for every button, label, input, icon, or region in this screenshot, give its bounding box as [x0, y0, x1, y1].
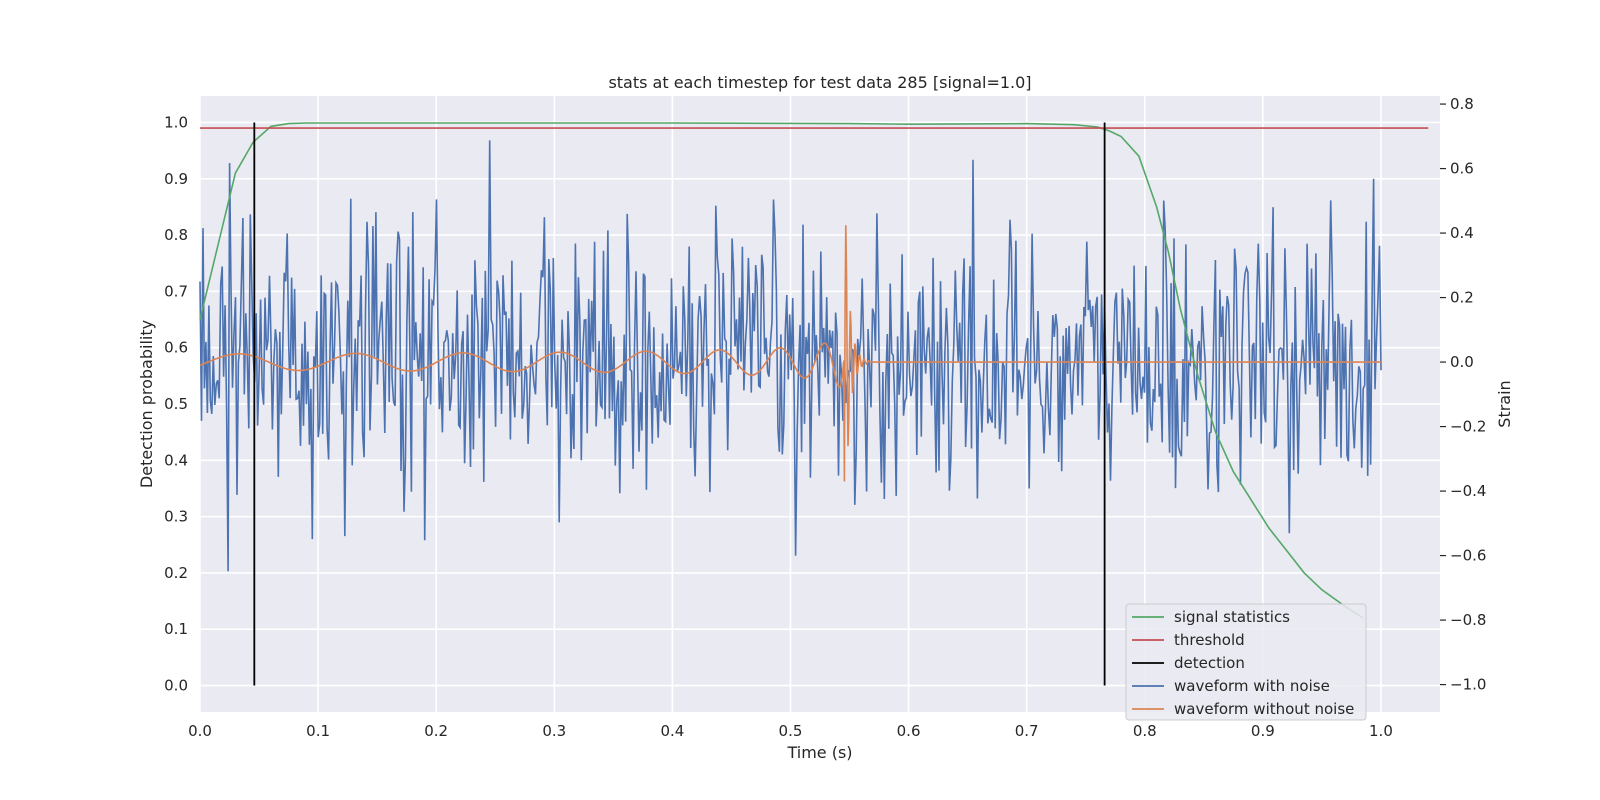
x-tick-label-3: 0.3 — [542, 722, 566, 740]
chart-title: stats at each timestep for test data 285… — [608, 73, 1031, 92]
legend-label-clean: waveform without noise — [1174, 700, 1354, 718]
y-axis-label: Detection probability — [137, 320, 156, 488]
y-tick-label-4: 0.4 — [164, 451, 188, 469]
series-waveform-with-noise — [199, 140, 1382, 572]
x-tick-label-10: 1.0 — [1369, 722, 1393, 740]
series-layer — [199, 122, 1429, 686]
x-tick-label-7: 0.7 — [1015, 722, 1039, 740]
y2-tick-label-8: 0.6 — [1450, 160, 1474, 178]
y2-tick-label-2: −0.6 — [1450, 547, 1486, 565]
y-tick-label-5: 0.5 — [164, 395, 188, 413]
x-tick-label-5: 0.5 — [779, 722, 803, 740]
y-tick-label-0: 0.0 — [164, 677, 188, 695]
y-axis-ticks: 0.0 0.1 0.2 0.3 0.4 0.5 0.6 0.7 0.8 0.9 1.0 — [164, 113, 188, 694]
x-tick-label-6: 0.6 — [897, 722, 921, 740]
y-tick-label-9: 0.9 — [164, 170, 188, 188]
y-tick-label-7: 0.7 — [164, 282, 188, 300]
x-tick-label-2: 0.2 — [424, 722, 448, 740]
legend-label-noisy: waveform with noise — [1174, 677, 1330, 695]
x-tick-label-0: 0.0 — [188, 722, 212, 740]
legend-label-threshold: threshold — [1174, 631, 1245, 649]
legend-box — [1125, 603, 1367, 721]
series-waveform-without-noise — [199, 225, 1381, 482]
y-tick-label-10: 1.0 — [164, 113, 188, 131]
legend: signal statistics threshold detection wa… — [1125, 603, 1367, 721]
y2-tick-label-4: −0.2 — [1450, 418, 1486, 436]
x-tick-label-8: 0.8 — [1133, 722, 1157, 740]
x-tick-label-4: 0.4 — [660, 722, 684, 740]
x-axis-label: Time (s) — [786, 743, 852, 762]
y2-tick-label-5: 0.0 — [1450, 353, 1474, 371]
series-detection — [253, 122, 1106, 686]
y2-tick-label-1: −0.8 — [1450, 611, 1486, 629]
y-tick-label-2: 0.2 — [164, 564, 188, 582]
y-tick-label-8: 0.8 — [164, 226, 188, 244]
x-tick-label-1: 0.1 — [306, 722, 330, 740]
y2-axis-label: Strain — [1495, 380, 1514, 427]
y2-tick-label-7: 0.4 — [1450, 224, 1474, 242]
y2-tick-label-0: −1.0 — [1450, 676, 1486, 694]
y2-tick-label-3: −0.4 — [1450, 482, 1486, 500]
y2-tick-label-6: 0.2 — [1450, 289, 1474, 307]
y-tick-label-6: 0.6 — [164, 339, 188, 357]
y2-axis-ticks: −1.0 −0.8 −0.6 −0.4 −0.2 0.0 0.2 0.4 0.6 0.8 — [1440, 95, 1486, 694]
legend-label-detection: detection — [1174, 654, 1245, 672]
series-signal-statistics — [199, 122, 1364, 619]
y-tick-label-3: 0.3 — [164, 508, 188, 526]
legend-label-signal: signal statistics — [1174, 608, 1290, 626]
x-tick-label-9: 0.9 — [1251, 722, 1275, 740]
y-tick-label-1: 0.1 — [164, 620, 188, 638]
grid — [199, 96, 1440, 712]
x-axis-ticks: 0.0 0.1 0.2 0.3 0.4 0.5 0.6 0.7 0.8 0.9 1.0 — [188, 722, 1393, 740]
y2-tick-label-9: 0.8 — [1450, 95, 1474, 113]
